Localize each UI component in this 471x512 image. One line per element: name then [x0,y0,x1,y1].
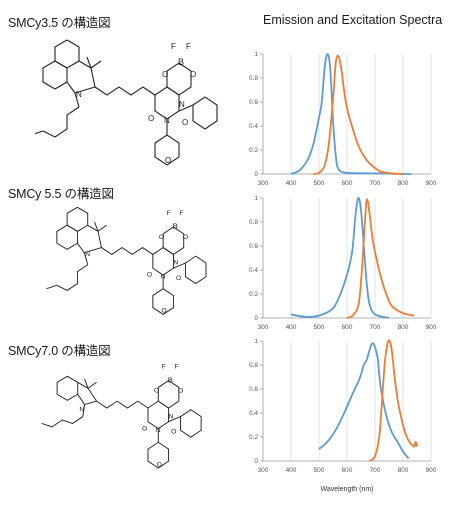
oxygen-label-2: O [178,388,183,395]
fluorine-label-2: F [186,42,191,51]
oxygen-label-2: O [183,234,188,241]
boron-label: B [168,375,173,384]
x-tick-label: 500 [314,467,325,474]
y-tick-label: 1 [254,338,258,345]
spectrum-chart-1: 300 400 500 600 700 800 900 0 0.2 0.4 0.6 0.8 1 [249,51,437,187]
x-tick-label: 600 [342,467,353,474]
x-tick-label: 300 [258,467,269,474]
x-tick-label: 500 [314,324,325,331]
excitation-line [290,53,412,175]
emission-line [346,198,415,319]
fluorine-label-2: F [175,364,179,371]
compound-2-title: SMCy 5.5 の構造図 [8,187,114,201]
y-tick-label: 1 [254,51,258,58]
y-tick-label: 0 [254,315,258,322]
x-tick-label: 300 [258,324,269,331]
spectra-header: Emission and Excitation Spectra [263,13,443,27]
spectrum-chart-3: 300 400 500 600 700 800 900 0 0.2 0.4 0.6 0.8 1 Wavel… [249,338,437,493]
oxygen-label-1: O [154,388,159,395]
boron-label: B [173,222,178,231]
structure-3-diagram: B F F O O N N N O O O [41,364,202,469]
emission-line [313,54,404,175]
x-tick-label: 400 [286,180,297,187]
compound-1-title: SMCy3.5 の構造図 [8,16,111,30]
oxygen-label-4: O [171,429,176,436]
x-tick-label: 900 [426,467,437,474]
y-tick-label: 0.6 [249,243,258,250]
y-tick-label: 0.8 [249,219,258,226]
nitrogen-label-2: N [179,100,185,109]
x-tick-label: 700 [370,180,381,187]
oxygen-label-1: O [162,70,168,79]
oxygen-label-3: O [142,425,147,432]
x-tick-label: 800 [398,180,409,187]
oxygen-label-2: O [190,70,196,79]
nitrogen-label-3: N [85,251,90,258]
nitrogen-label-3: N [79,406,84,413]
excitation-line [290,197,390,319]
compound-3-title: SMCy7.0 の構造図 [8,344,111,358]
oxygen-label-3: O [148,114,154,123]
y-tick-label: 0 [254,171,258,178]
fluorine-label-1: F [167,210,171,217]
emission-line [368,339,418,462]
y-tick-label: 0.4 [249,123,258,130]
nitrogen-label-2: N [169,413,174,420]
y-tick-label: 0.6 [249,99,258,106]
oxygen-label-5: O [161,308,166,315]
fluorine-label-1: F [162,364,166,371]
y-tick-label: 0.8 [249,362,258,369]
y-tick-label: 0.2 [249,291,258,298]
fluorine-label-2: F [179,210,183,217]
oxygen-label-1: O [159,234,164,241]
y-tick-label: 0.2 [249,434,258,441]
nitrogen-label-3: N [76,90,82,99]
y-tick-label: 0.4 [249,267,258,274]
nitrogen-label-2: N [173,260,178,267]
nitrogen-label-1: N [164,116,170,125]
y-tick-label: 0.6 [249,386,258,393]
boron-label: B [178,57,184,67]
oxygen-label-4: O [176,275,181,282]
oxygen-label-5: O [157,461,162,468]
x-tick-label: 500 [314,180,325,187]
oxygen-label-5: O [165,156,171,165]
x-tick-label: 700 [370,467,381,474]
y-tick-label: 0.2 [249,147,258,154]
structure-1-diagram: B F F O O N N N O O O [35,39,218,166]
y-tick-label: 1 [254,195,258,202]
x-tick-label: 900 [426,180,437,187]
fluorine-label-1: F [171,42,176,51]
x-tick-label: 900 [426,324,437,331]
y-tick-label: 0 [254,458,258,465]
y-tick-label: 0.4 [249,410,258,417]
x-tick-label: 800 [398,324,409,331]
x-tick-label: 300 [258,180,269,187]
structure-2-diagram: B F F O O N N N O O O [46,206,207,315]
nitrogen-label-1: N [161,273,166,280]
x-tick-label: 600 [342,324,353,331]
x-tick-label: 400 [286,467,297,474]
excitation-line [318,342,410,460]
y-tick-label: 0.8 [249,75,258,82]
x-tick-label: 800 [398,467,409,474]
oxygen-label-4: O [182,118,188,127]
oxygen-label-3: O [147,272,152,279]
spectrum-chart-2: 300 400 500 600 700 800 900 0 0.2 0.4 0.6 0.8 1 [249,195,437,331]
x-tick-label: 600 [342,180,353,187]
x-axis-title: Wavelength (nm) [320,486,373,493]
x-tick-label: 400 [286,324,297,331]
nitrogen-label-1: N [156,427,161,434]
x-tick-label: 700 [370,324,381,331]
